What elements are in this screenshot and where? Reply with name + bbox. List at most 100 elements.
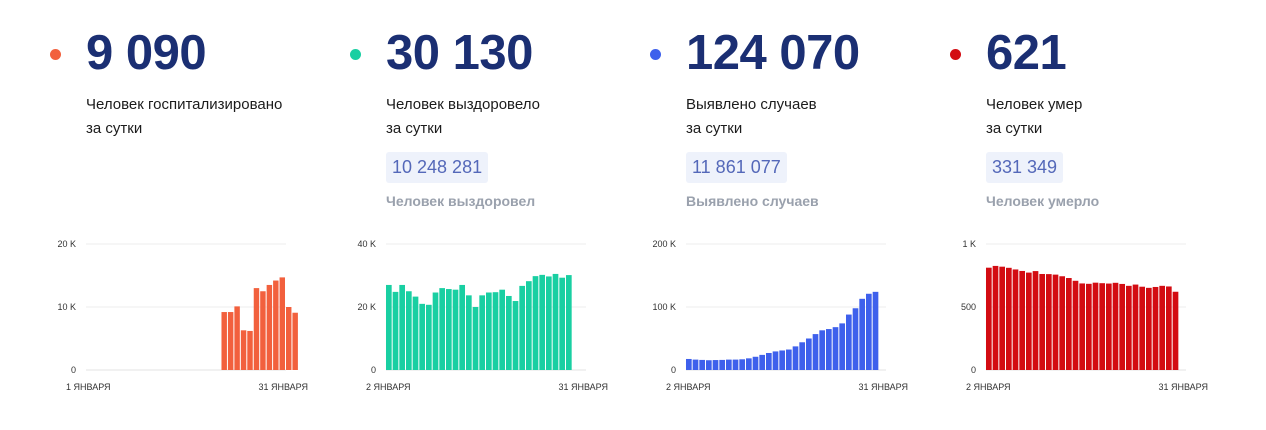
bar	[472, 307, 479, 370]
bar	[492, 292, 499, 370]
bar	[1066, 278, 1072, 370]
bar	[786, 349, 792, 371]
y-tick-label: 0	[671, 365, 676, 375]
bar	[399, 284, 405, 370]
bar	[506, 295, 512, 370]
x-end-label: 31 ЯНВАРЯ	[558, 382, 608, 392]
bar	[486, 292, 492, 370]
bar	[1026, 272, 1032, 370]
y-tick-label: 10 K	[57, 302, 76, 312]
bar	[552, 273, 559, 370]
y-tick-label: 0	[971, 365, 976, 375]
bar	[1159, 285, 1165, 370]
bar	[406, 291, 412, 370]
bar	[719, 359, 725, 370]
bar	[266, 284, 273, 370]
bar	[986, 267, 992, 370]
bar	[726, 359, 732, 370]
bar-chart-hospitalized: 0 10 K 20 K 1 ЯНВАРЯ 31 ЯНВАРЯ	[57, 239, 308, 392]
daily-description: Человек умер за сутки	[986, 93, 1226, 141]
x-start-label: 1 ЯНВАРЯ	[66, 382, 111, 392]
bar	[227, 312, 234, 370]
bar	[1032, 271, 1039, 370]
bar	[752, 356, 759, 370]
bar	[739, 359, 745, 370]
bar	[806, 338, 812, 370]
bar-chart-cases: 0 100 K 200 K 2 ЯНВАРЯ 31 ЯНВАРЯ	[652, 239, 908, 392]
x-start-label: 2 ЯНВАРЯ	[666, 382, 711, 392]
bar	[446, 289, 452, 370]
bar	[1072, 280, 1079, 370]
bar	[512, 301, 519, 370]
y-tick-label: 500	[961, 302, 976, 312]
indicator-dot	[650, 49, 661, 60]
bar	[852, 308, 859, 370]
description-line-1: Выявлено случаев	[686, 96, 817, 113]
bar	[686, 358, 692, 370]
y-tick-label: 20 K	[357, 302, 376, 312]
daily-description: Человек выздоровело за сутки	[386, 93, 626, 141]
x-start-label: 2 ЯНВАРЯ	[966, 382, 1011, 392]
indicator-dot	[50, 49, 61, 60]
bar	[452, 289, 459, 370]
bar	[439, 288, 445, 370]
daily-number: 124 070	[686, 26, 860, 80]
bar	[286, 307, 292, 370]
bar	[999, 266, 1005, 370]
bar	[772, 351, 779, 370]
bar	[279, 277, 285, 370]
stat-panel-recovered: 30 130 Человек выздоровело за сутки 10 2…	[350, 0, 650, 430]
description-line-2: за сутки	[386, 120, 443, 137]
bar	[546, 276, 552, 370]
description-line-1: Человек умер	[986, 96, 1083, 113]
bar	[1059, 276, 1065, 370]
bar	[1119, 283, 1125, 370]
bar	[712, 360, 719, 370]
bar-chart-recovered: 0 20 K 40 K 2 ЯНВАРЯ 31 ЯНВАРЯ	[357, 239, 608, 392]
bar	[386, 284, 392, 370]
bar	[539, 274, 545, 370]
bar	[234, 306, 240, 370]
bar	[221, 312, 227, 370]
bar	[746, 358, 752, 370]
bar	[1172, 291, 1179, 370]
bar	[1112, 282, 1119, 370]
bar	[253, 288, 260, 370]
bar	[692, 359, 699, 370]
bar	[866, 293, 872, 370]
cumulative-total-label: Человек умерло	[986, 193, 1100, 209]
cumulative-total: 10 248 281	[386, 152, 489, 183]
y-tick-label: 0	[371, 365, 376, 375]
bar	[766, 352, 772, 370]
description-line-1: Человек госпитализировано	[86, 96, 283, 113]
bar	[832, 327, 839, 370]
bar	[706, 360, 712, 371]
y-tick-label: 100 K	[652, 302, 676, 312]
bar	[532, 276, 539, 370]
bar	[1152, 286, 1159, 370]
bar	[526, 281, 532, 370]
bar	[419, 303, 425, 370]
bar	[260, 291, 266, 370]
indicator-dot	[950, 49, 961, 60]
bar-chart-deaths: 0 500 1 K 2 ЯНВАРЯ 31 ЯНВАРЯ	[961, 239, 1208, 392]
y-tick-label: 200 K	[652, 239, 676, 249]
bar	[1126, 285, 1132, 370]
bar	[819, 330, 825, 370]
bar	[699, 359, 705, 370]
bar	[1146, 287, 1152, 370]
daily-number: 9 090	[86, 26, 207, 80]
daily-number: 30 130	[386, 26, 533, 80]
bar	[479, 295, 485, 370]
bar	[499, 289, 505, 370]
bar	[1139, 286, 1145, 370]
x-end-label: 31 ЯНВАРЯ	[1158, 382, 1208, 392]
bar	[566, 275, 572, 370]
bar	[839, 323, 845, 370]
x-start-label: 2 ЯНВАРЯ	[366, 382, 411, 392]
y-tick-label: 1 K	[962, 239, 976, 249]
bar	[247, 330, 253, 370]
bar	[992, 265, 999, 370]
y-tick-label: 40 K	[357, 239, 376, 249]
x-end-label: 31 ЯНВАРЯ	[858, 382, 908, 392]
